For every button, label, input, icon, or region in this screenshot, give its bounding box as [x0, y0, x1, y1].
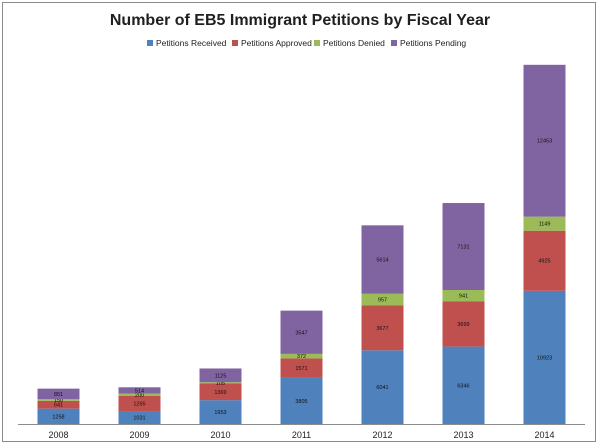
bar-2011-series-0: [280, 377, 323, 424]
data-label-2011-series-0: 3805: [295, 399, 307, 405]
legend-swatch-3: [391, 40, 397, 46]
x-tick-label-2013: 2013: [453, 430, 473, 440]
data-label-2014-series-3: 12453: [537, 139, 552, 145]
bar-2013-series-1: [442, 301, 485, 347]
data-label-2009-series-1: 1265: [133, 402, 145, 408]
bar-2014-series-3: [523, 64, 566, 217]
bar-2012-series-2: [361, 293, 404, 306]
bar-2011-series-2: [280, 353, 323, 359]
data-label-2012-series-2: 957: [378, 298, 387, 304]
bar-2009-series-1: [118, 395, 161, 412]
data-label-2012-series-0: 6041: [376, 385, 388, 391]
bar-2014-series-0: [523, 290, 566, 424]
data-label-2011-series-3: 3547: [295, 330, 307, 336]
data-label-2008-series-1: 641: [54, 403, 63, 409]
legend-label-0: Petitions Received: [156, 38, 227, 48]
bar-2009-series-2: [118, 393, 161, 396]
data-label-2011-series-1: 1571: [295, 366, 307, 372]
data-label-2014-series-2: 1149: [539, 222, 551, 228]
bar-2013-series-3: [442, 203, 485, 291]
data-label-2013-series-1: 3699: [457, 322, 469, 328]
data-label-2008-series-3: 851: [54, 392, 63, 398]
bar-2008-series-0: [37, 408, 80, 424]
data-label-2009-series-2: 200: [135, 393, 144, 399]
bar-2014-series-2: [523, 216, 566, 231]
data-label-2008-series-0: 1258: [52, 414, 64, 420]
bar-2011-series-1: [280, 358, 323, 378]
data-label-2009-series-0: 1031: [133, 416, 145, 422]
legend-label-3: Petitions Pending: [400, 38, 466, 48]
bar-2010-series-2: [199, 382, 242, 384]
bar-2010-series-3: [199, 368, 242, 383]
data-label-2013-series-3: 7131: [457, 245, 469, 251]
legend-swatch-1: [232, 40, 238, 46]
data-label-2010-series-2: 105: [216, 381, 225, 387]
data-label-2010-series-0: 1953: [214, 410, 226, 416]
bar-2013-series-0: [442, 346, 485, 424]
legend: Petitions Received Petitions Approved Peti…: [147, 38, 466, 48]
bar-2010-series-1: [199, 383, 242, 401]
x-tick-label-2011: 2011: [292, 430, 311, 440]
legend-swatch-0: [147, 40, 153, 46]
chart-title: Number of EB5 Immigrant Petitions by Fis…: [110, 12, 490, 29]
legend-label-1: Petitions Approved: [241, 38, 312, 48]
data-label-2012-series-3: 5614: [376, 258, 388, 264]
x-tick-label-2008: 2008: [48, 430, 68, 440]
data-label-2014-series-0: 10923: [537, 355, 552, 361]
bar-2008-series-2: [37, 399, 80, 401]
x-tick-label-2012: 2012: [372, 430, 392, 440]
bar-2008-series-3: [37, 388, 80, 400]
bar-2010-series-0: [199, 400, 242, 424]
bar-2012-series-0: [361, 350, 404, 424]
x-tick-label-2010: 2010: [210, 430, 230, 440]
x-tick-label-2009: 2009: [129, 430, 149, 440]
x-tick-label-2014: 2014: [534, 430, 554, 440]
legend-swatch-2: [314, 40, 320, 46]
data-label-2010-series-1: 1369: [214, 390, 226, 396]
bar-2009-series-0: [118, 411, 161, 424]
data-label-2010-series-3: 1125: [215, 373, 227, 379]
data-label-2013-series-0: 6346: [457, 383, 469, 389]
bar-2009-series-3: [118, 387, 161, 394]
bar-2011-series-3: [280, 310, 323, 354]
bar-2014-series-1: [523, 230, 566, 291]
bar-2013-series-2: [442, 290, 485, 302]
bar-2012-series-1: [361, 305, 404, 351]
bar-2008-series-1: [37, 400, 80, 409]
data-label-2009-series-3: 514: [135, 388, 144, 394]
bar-2012-series-3: [361, 225, 404, 294]
data-label-2013-series-2: 941: [459, 294, 468, 300]
x-axis-ticks: 2008 2009 2010 2011 2012 2013 2014: [48, 430, 554, 440]
data-label-2014-series-1: 4925: [538, 259, 550, 265]
data-label-2011-series-2: 372: [297, 354, 306, 360]
data-label-2012-series-1: 3677: [376, 326, 388, 332]
data-label-2008-series-2: 150: [54, 398, 63, 404]
legend-label-2: Petitions Denied: [323, 38, 385, 48]
